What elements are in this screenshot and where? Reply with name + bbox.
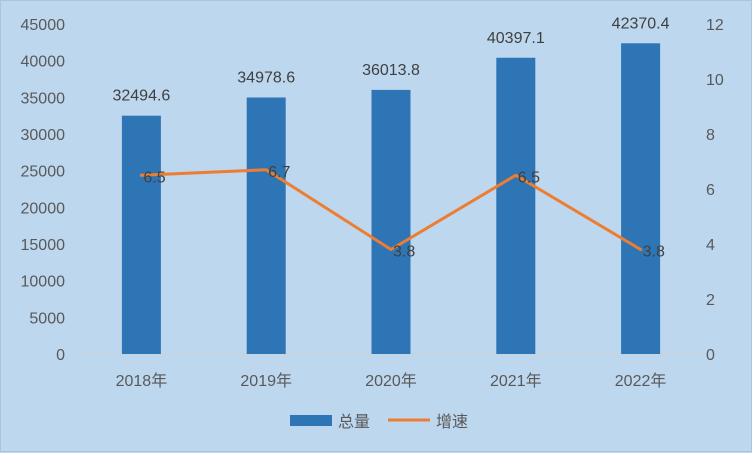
left-tick-label: 25000	[21, 164, 66, 181]
legend: 总量 增速	[290, 413, 468, 431]
bar-data-label: 32494.6	[112, 88, 170, 105]
left-tick-label: 5000	[29, 310, 65, 327]
right-tick-label: 2	[706, 292, 715, 309]
line-data-label: 3.8	[393, 244, 415, 261]
bar-series	[121, 43, 661, 355]
bar	[496, 57, 536, 354]
right-tick-label: 8	[706, 127, 715, 144]
bar-data-label: 34978.6	[237, 69, 295, 86]
bar-data-labels: 32494.6 34978.6 36013.8 40397.1 42370.4	[112, 15, 669, 104]
right-axis: 0 2 4 6 8 10 12	[706, 17, 724, 364]
category-label: 2018年	[116, 372, 168, 390]
x-axis-labels: 2018年 2019年 2020年 2021年 2022年	[116, 372, 667, 390]
left-tick-label: 30000	[21, 127, 66, 144]
bar-data-label: 36013.8	[362, 62, 420, 79]
line-data-label: 6.5	[143, 169, 165, 186]
bar-data-label: 40397.1	[487, 30, 545, 47]
category-label: 2020年	[365, 372, 417, 390]
bar	[246, 97, 286, 354]
bar	[121, 115, 161, 354]
left-tick-label: 40000	[21, 54, 66, 71]
category-label: 2019年	[240, 372, 292, 390]
left-tick-label: 20000	[21, 200, 66, 217]
category-label: 2021年	[490, 372, 542, 390]
left-tick-label: 10000	[21, 274, 66, 291]
category-label: 2022年	[615, 372, 667, 390]
bar	[371, 89, 411, 354]
growth-line	[139, 168, 643, 251]
right-tick-label: 4	[706, 237, 715, 254]
bar-data-label: 42370.4	[612, 15, 670, 32]
legend-label-bar: 总量	[338, 413, 370, 431]
right-tick-label: 10	[706, 72, 724, 89]
line-data-label: 6.5	[518, 169, 540, 186]
right-tick-label: 0	[706, 347, 715, 364]
right-tick-label: 12	[706, 17, 724, 34]
bar	[621, 43, 661, 355]
left-tick-label: 35000	[21, 90, 66, 107]
left-tick-label: 15000	[21, 237, 66, 254]
line-data-label: 3.8	[643, 244, 665, 261]
legend-label-line: 增速	[436, 413, 468, 431]
legend-swatch-bar	[290, 415, 332, 426]
left-tick-label: 0	[56, 347, 65, 364]
right-tick-label: 6	[706, 182, 715, 199]
line-series	[139, 168, 643, 251]
left-axis: 0 5000 10000 15000 20000 25000 30000 35000 40000…	[21, 17, 66, 364]
line-data-labels: 6.5 6.7 3.8 6.5 3.8	[143, 164, 665, 261]
line-data-label: 6.7	[268, 164, 290, 181]
left-tick-label: 45000	[21, 17, 66, 34]
